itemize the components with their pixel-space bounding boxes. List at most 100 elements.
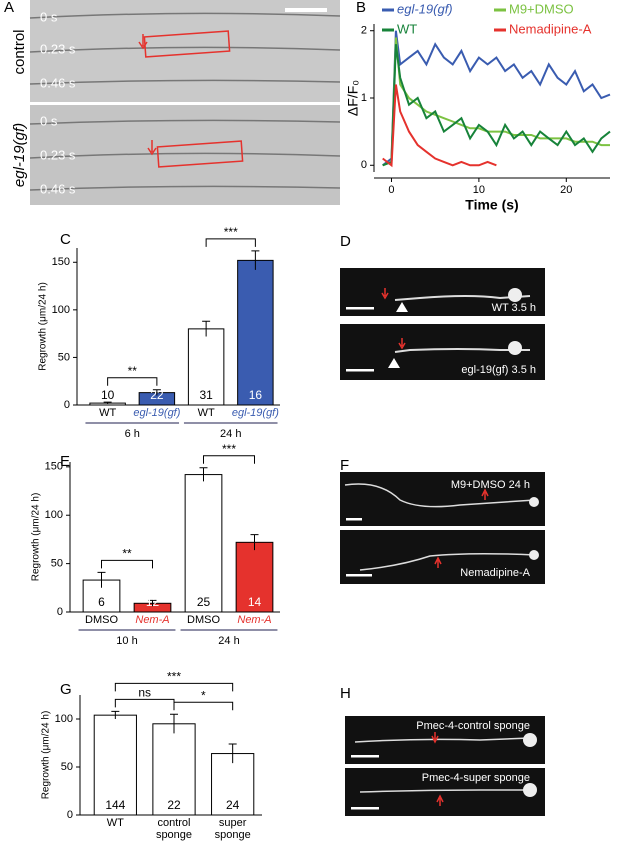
- significance-bracket: [101, 559, 153, 569]
- significance-bracket: [114, 682, 234, 692]
- error-bar: [228, 743, 237, 764]
- error-bar: [152, 389, 161, 396]
- n-label: 22: [150, 388, 164, 402]
- y-tick-label: 1: [361, 92, 367, 104]
- y-tick-label: 100: [52, 304, 70, 316]
- bar: [235, 541, 274, 613]
- series-line: [382, 30, 611, 167]
- group-label: 24 h: [218, 635, 239, 647]
- n-label: 22: [167, 798, 181, 812]
- y-tick-label: 0: [361, 159, 367, 171]
- x-tick-label: 10: [473, 184, 485, 196]
- legend-label: WT: [397, 21, 417, 36]
- group-label: 24 h: [220, 428, 241, 440]
- y-tick-label: 50: [51, 558, 63, 570]
- image-label: M9+DMSO 24 h: [451, 479, 530, 491]
- x-tick-label-box: egl-19(gf): [231, 407, 279, 419]
- significance-label: **: [122, 546, 132, 560]
- error-bar: [148, 599, 157, 607]
- panel-label: D: [340, 233, 351, 250]
- n-label: 31: [199, 388, 213, 402]
- x-tick-label-box: WT: [198, 407, 215, 419]
- y-axis-label: ΔF/F₀: [345, 80, 361, 116]
- image-label: Pmec-4-control sponge: [416, 720, 530, 732]
- x-tick-label-box: control sponge: [155, 817, 193, 841]
- y-tick-label: 150: [45, 461, 63, 473]
- error-bar: [202, 320, 211, 337]
- significance-label: ***: [224, 225, 238, 239]
- y-tick-label: 0: [67, 809, 73, 821]
- image-label: egl-19(gf) 3.5 h: [461, 364, 536, 376]
- x-tick-label-box: WT: [99, 407, 117, 419]
- strain-label: control: [11, 29, 28, 74]
- n-label: 12: [146, 595, 160, 609]
- x-tick-label: egl-19(gf): [133, 407, 181, 419]
- x-tick-label: Nem-A: [135, 614, 170, 626]
- x-tick-label: Nem-A: [237, 614, 272, 626]
- panel-label: H: [340, 685, 351, 702]
- n-label: 144: [105, 798, 125, 812]
- error-bar: [170, 713, 178, 734]
- legend-label: Nemadipine-A: [509, 21, 592, 36]
- significance-label: **: [128, 364, 138, 378]
- x-tick-label-box: Nem-A: [237, 614, 272, 626]
- bar: [93, 714, 137, 816]
- significance-label: ***: [167, 669, 181, 683]
- x-tick-label: DMSO: [85, 614, 118, 626]
- strain-label: egl-19(gf): [11, 123, 28, 187]
- x-tick-label-box: WT: [107, 817, 124, 829]
- image-label: Pmec-4-super sponge: [422, 772, 530, 784]
- y-tick-label: 100: [45, 509, 63, 521]
- panel-label: F: [340, 457, 349, 474]
- n-label: 10: [101, 388, 115, 402]
- n-label: 14: [248, 595, 262, 609]
- error-bar: [111, 710, 120, 719]
- time-label: 0.46 s: [40, 181, 76, 196]
- error-bar: [251, 250, 260, 270]
- x-tick-label: control sponge: [155, 817, 193, 841]
- x-tick-label-box: egl-19(gf): [133, 407, 181, 419]
- micrograph-a: control egl-19(gf) 0 s 0.23 s 0.46 s 0 s…: [11, 0, 341, 205]
- significance-bracket: [205, 238, 256, 247]
- legend-label: M9+DMSO: [509, 1, 574, 16]
- y-axis-label: Regrowth (μm/24 h): [31, 493, 42, 582]
- panel-label: E: [60, 453, 70, 470]
- group-label: 6 h: [125, 428, 140, 440]
- time-label: 0.23 s: [40, 41, 76, 56]
- series-line: [382, 44, 611, 167]
- x-tick-label-box: Nem-A: [135, 614, 170, 626]
- significance-bracket: [173, 701, 234, 711]
- y-tick-label: 50: [61, 761, 73, 773]
- image-label: Nemadipine-A: [460, 567, 530, 579]
- significance-bracket: [203, 455, 255, 464]
- y-tick-label: 50: [58, 351, 70, 363]
- x-tick-label-box: super sponge: [215, 817, 251, 841]
- n-label: 6: [98, 595, 105, 609]
- y-tick-label: 100: [55, 713, 73, 725]
- micrograph-f: M9+DMSO 24 h Nemadipine-A: [340, 472, 545, 584]
- significance-bracket: [107, 377, 158, 386]
- time-label: 0.46 s: [40, 75, 76, 90]
- significance-label: ***: [222, 442, 236, 456]
- significance-label: *: [201, 688, 206, 702]
- micrograph-d: WT 3.5 h egl-19(gf) 3.5 h: [340, 268, 545, 380]
- y-tick-label: 150: [52, 256, 70, 268]
- x-tick-label: egl-19(gf): [231, 407, 279, 419]
- bar: [187, 328, 225, 406]
- group-label: 10 h: [116, 635, 137, 647]
- x-tick-label-box: DMSO: [85, 614, 118, 626]
- y-axis-label: Regrowth (μm/24 h): [41, 711, 52, 800]
- time-label: 0 s: [40, 9, 58, 24]
- time-label: 0 s: [40, 113, 58, 128]
- x-tick-label: DMSO: [187, 614, 220, 626]
- y-axis-label: Regrowth (μm/24 h): [38, 282, 49, 371]
- panel-label: G: [60, 681, 72, 698]
- x-tick-label: WT: [99, 407, 117, 419]
- time-label: 0.23 s: [40, 147, 76, 162]
- n-label: 16: [249, 388, 263, 402]
- y-tick-label: 2: [361, 25, 367, 37]
- series-line: [382, 84, 497, 168]
- error-bar: [250, 534, 259, 551]
- n-label: 24: [226, 798, 240, 812]
